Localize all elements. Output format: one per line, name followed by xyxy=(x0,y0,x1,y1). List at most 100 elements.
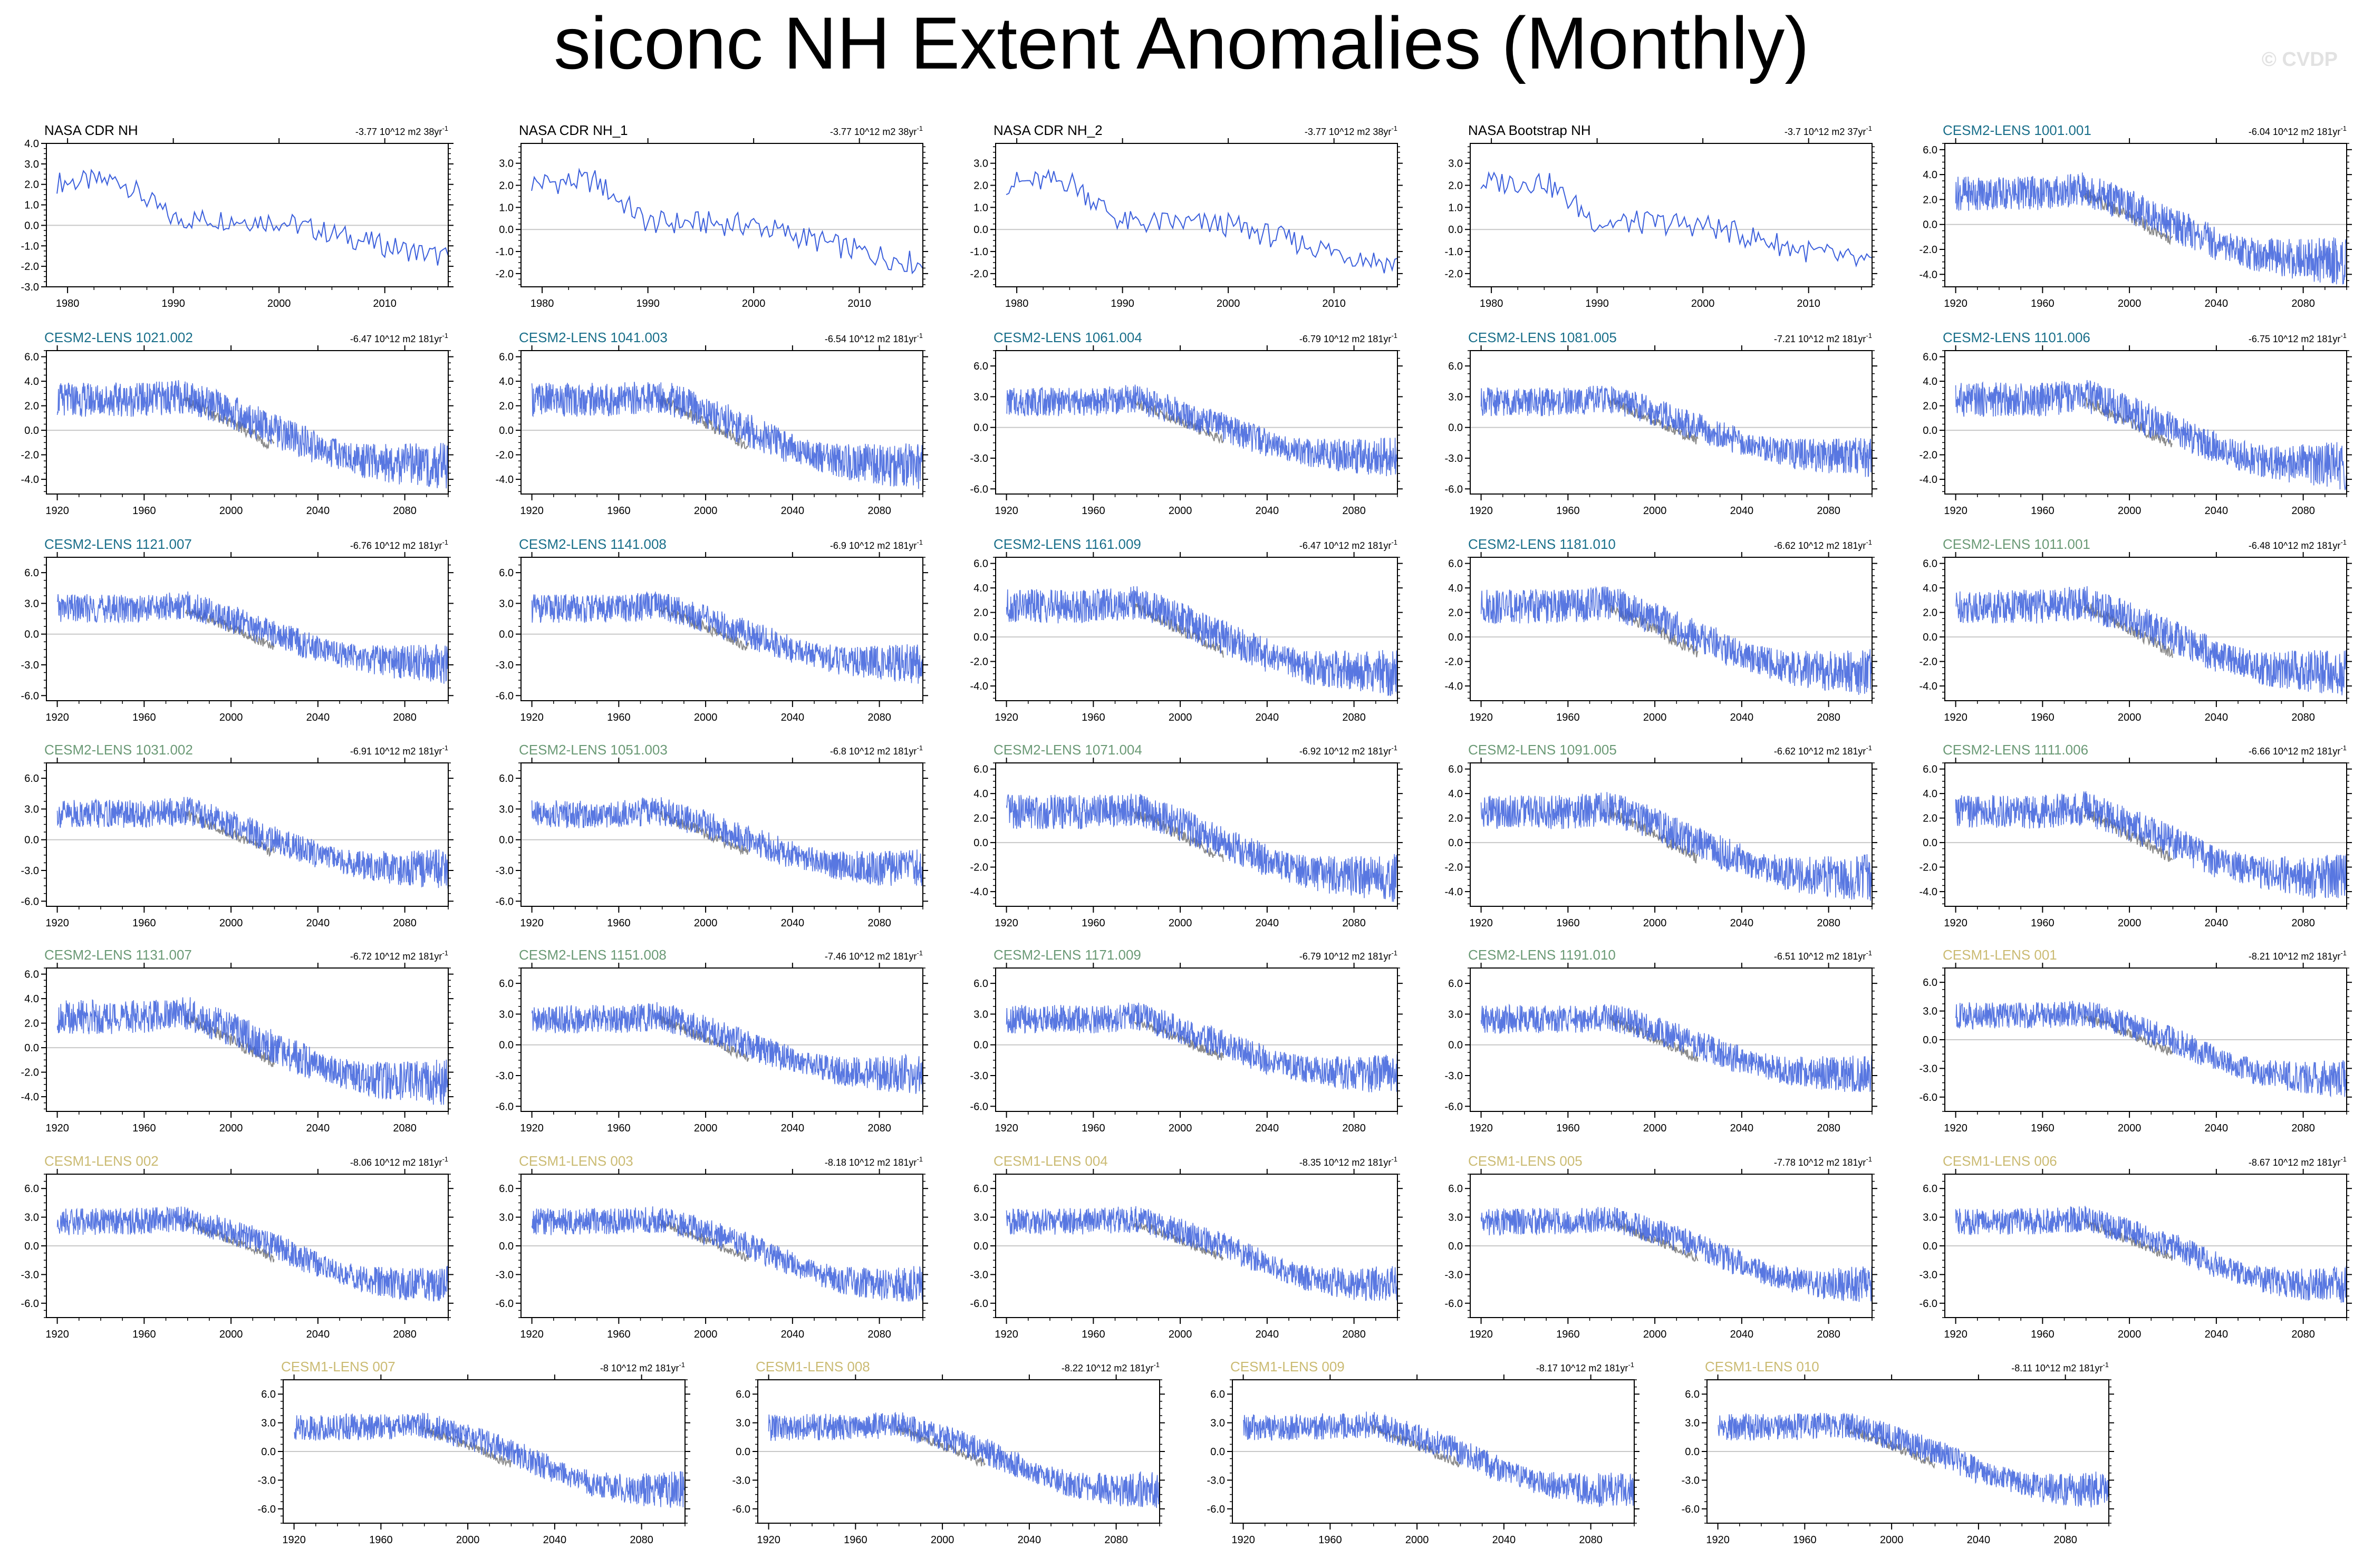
series-line xyxy=(56,797,449,889)
x-tick-label: 2040 xyxy=(1256,1329,1279,1340)
x-tick-label: 2040 xyxy=(306,917,330,929)
x-tick-label: 2040 xyxy=(2205,917,2229,929)
chart-panel: CESM2-LENS 1091.005 -6.62 10^12 m2 181yr-… xyxy=(1445,742,1877,929)
x-tick-label: 1920 xyxy=(1944,298,1967,309)
y-tick-label: -2.0 xyxy=(1920,450,1937,461)
x-tick-label: 1960 xyxy=(132,505,156,517)
x-tick-label: 2040 xyxy=(306,505,330,517)
x-tick-label: 1960 xyxy=(1082,1122,1105,1134)
trend-label: -6.48 10^12 m2 181yr-1 xyxy=(2249,538,2347,551)
y-tick-label: -2.0 xyxy=(1445,656,1463,668)
x-tick-label: 2040 xyxy=(2205,1122,2229,1134)
y-tick-label: 0.0 xyxy=(499,629,514,641)
x-tick-label: 1960 xyxy=(2031,1122,2055,1134)
x-tick-label: 2080 xyxy=(1817,917,1840,929)
x-tick-label: 2040 xyxy=(781,712,805,723)
panel-title: NASA CDR NH xyxy=(44,122,138,138)
trend-label: -7.21 10^12 m2 181yr-1 xyxy=(1774,332,1872,344)
cvdp-watermark: © CVDP xyxy=(2261,49,2338,71)
y-tick-label: 0.0 xyxy=(1448,837,1463,849)
y-tick-label: -2.0 xyxy=(1920,656,1937,668)
x-tick-label: 2000 xyxy=(694,505,718,517)
y-tick-label: 2.0 xyxy=(1923,194,1937,206)
y-tick-label: 0.0 xyxy=(973,632,988,643)
trend-exponent: -1 xyxy=(442,538,448,546)
y-tick-label: 2.0 xyxy=(1448,813,1463,825)
x-tick-label: 2080 xyxy=(393,712,417,723)
series-line xyxy=(1955,1001,2347,1098)
x-tick-label: 2080 xyxy=(1817,712,1840,723)
y-tick-label: 2.0 xyxy=(24,401,39,412)
plot-frame xyxy=(1470,967,1873,1112)
series-line xyxy=(1006,793,1398,902)
panel-title: NASA Bootstrap NH xyxy=(1468,122,1591,138)
y-tick-label: 0.0 xyxy=(973,837,988,849)
y-tick-label: 1.0 xyxy=(499,202,514,214)
panel-title: CESM2-LENS 1021.002 xyxy=(44,330,193,345)
chart-panel: CESM2-LENS 1061.004 -6.79 10^12 m2 181yr-… xyxy=(970,330,1403,517)
series-line xyxy=(56,168,449,266)
trend-exponent: -1 xyxy=(917,949,923,957)
x-tick-label: 2080 xyxy=(1817,1329,1840,1340)
y-tick-label: 3.0 xyxy=(499,598,514,609)
panel-title: NASA CDR NH_1 xyxy=(519,122,628,138)
obs-reference-line xyxy=(2083,1014,2173,1057)
y-tick-label: 0.0 xyxy=(261,1446,276,1458)
x-tick-label: 2080 xyxy=(1579,1534,1603,1546)
y-tick-label: 0.0 xyxy=(1923,425,1937,437)
panel-title: CESM2-LENS 1081.005 xyxy=(1468,330,1617,345)
trend-exponent: -1 xyxy=(2102,1361,2109,1369)
x-tick-label: 1920 xyxy=(1706,1534,1730,1546)
y-tick-label: -6.0 xyxy=(1445,1298,1463,1310)
y-tick-label: 2.0 xyxy=(973,180,988,192)
y-tick-label: 2.0 xyxy=(24,179,39,191)
x-tick-label: 1960 xyxy=(132,917,156,929)
series-line xyxy=(1006,1206,1398,1301)
trend-label: -6.76 10^12 m2 181yr-1 xyxy=(350,538,448,551)
y-tick-label: -6.0 xyxy=(970,1101,988,1112)
panel-title: CESM1-LENS 010 xyxy=(1705,1359,1819,1375)
x-tick-label: 1920 xyxy=(1469,1122,1493,1134)
x-tick-label: 1990 xyxy=(1111,298,1134,309)
trend-label: -8 10^12 m2 181yr-1 xyxy=(600,1361,685,1373)
x-tick-label: 2040 xyxy=(1730,917,1754,929)
chart-panel: NASA CDR NH_1 -3.77 10^12 m2 38yr-1 -2.0 -1… xyxy=(496,122,928,309)
page-title: siconc NH Extent Anomalies (Monthly) xyxy=(554,2,1809,84)
series-line xyxy=(1242,1411,1635,1507)
y-tick-label: -6.0 xyxy=(970,1298,988,1310)
y-tick-label: 0.0 xyxy=(1448,1241,1463,1252)
x-tick-label: 2000 xyxy=(456,1534,480,1546)
y-tick-label: 4.0 xyxy=(973,788,988,800)
y-tick-label: 0.0 xyxy=(1448,1040,1463,1051)
y-tick-label: 1.0 xyxy=(1448,202,1463,214)
trend-label: -7.46 10^12 m2 181yr-1 xyxy=(825,949,923,962)
trend-exponent: -1 xyxy=(442,949,448,957)
y-tick-label: 0.0 xyxy=(973,1040,988,1051)
x-tick-label: 2000 xyxy=(2118,712,2142,723)
x-tick-label: 1920 xyxy=(1469,1329,1493,1340)
y-tick-label: -3.0 xyxy=(21,282,39,293)
trend-label: -6.92 10^12 m2 181yr-1 xyxy=(1299,744,1397,757)
y-tick-label: -3.0 xyxy=(21,660,39,671)
y-tick-label: 3.0 xyxy=(24,598,39,609)
y-tick-label: 3.0 xyxy=(499,1212,514,1224)
plot-frame xyxy=(46,557,449,701)
y-tick-label: -2.0 xyxy=(1445,862,1463,874)
x-tick-label: 2080 xyxy=(393,505,417,517)
panel-title: CESM2-LENS 1131.007 xyxy=(44,947,192,963)
x-tick-label: 2040 xyxy=(1256,1122,1279,1134)
trend-exponent: -1 xyxy=(1391,332,1397,340)
x-tick-label: 2040 xyxy=(781,917,805,929)
trend-exponent: -1 xyxy=(1153,1361,1160,1369)
y-tick-label: -3.0 xyxy=(1207,1475,1225,1486)
y-tick-label: 0.0 xyxy=(1923,1034,1937,1046)
chart-panel: CESM2-LENS 1141.008 -6.9 10^12 m2 181yr-1… xyxy=(496,536,928,723)
y-tick-label: 0.0 xyxy=(24,629,39,641)
trend-exponent: -1 xyxy=(442,124,448,132)
y-tick-label: 0.0 xyxy=(499,835,514,846)
series-line xyxy=(1480,1003,1873,1092)
x-tick-label: 1960 xyxy=(1556,505,1580,517)
y-tick-label: -6.0 xyxy=(1207,1504,1225,1515)
y-tick-label: -3.0 xyxy=(496,1269,514,1281)
chart-panel: CESM2-LENS 1051.003 -6.8 10^12 m2 181yr-1… xyxy=(496,742,928,929)
